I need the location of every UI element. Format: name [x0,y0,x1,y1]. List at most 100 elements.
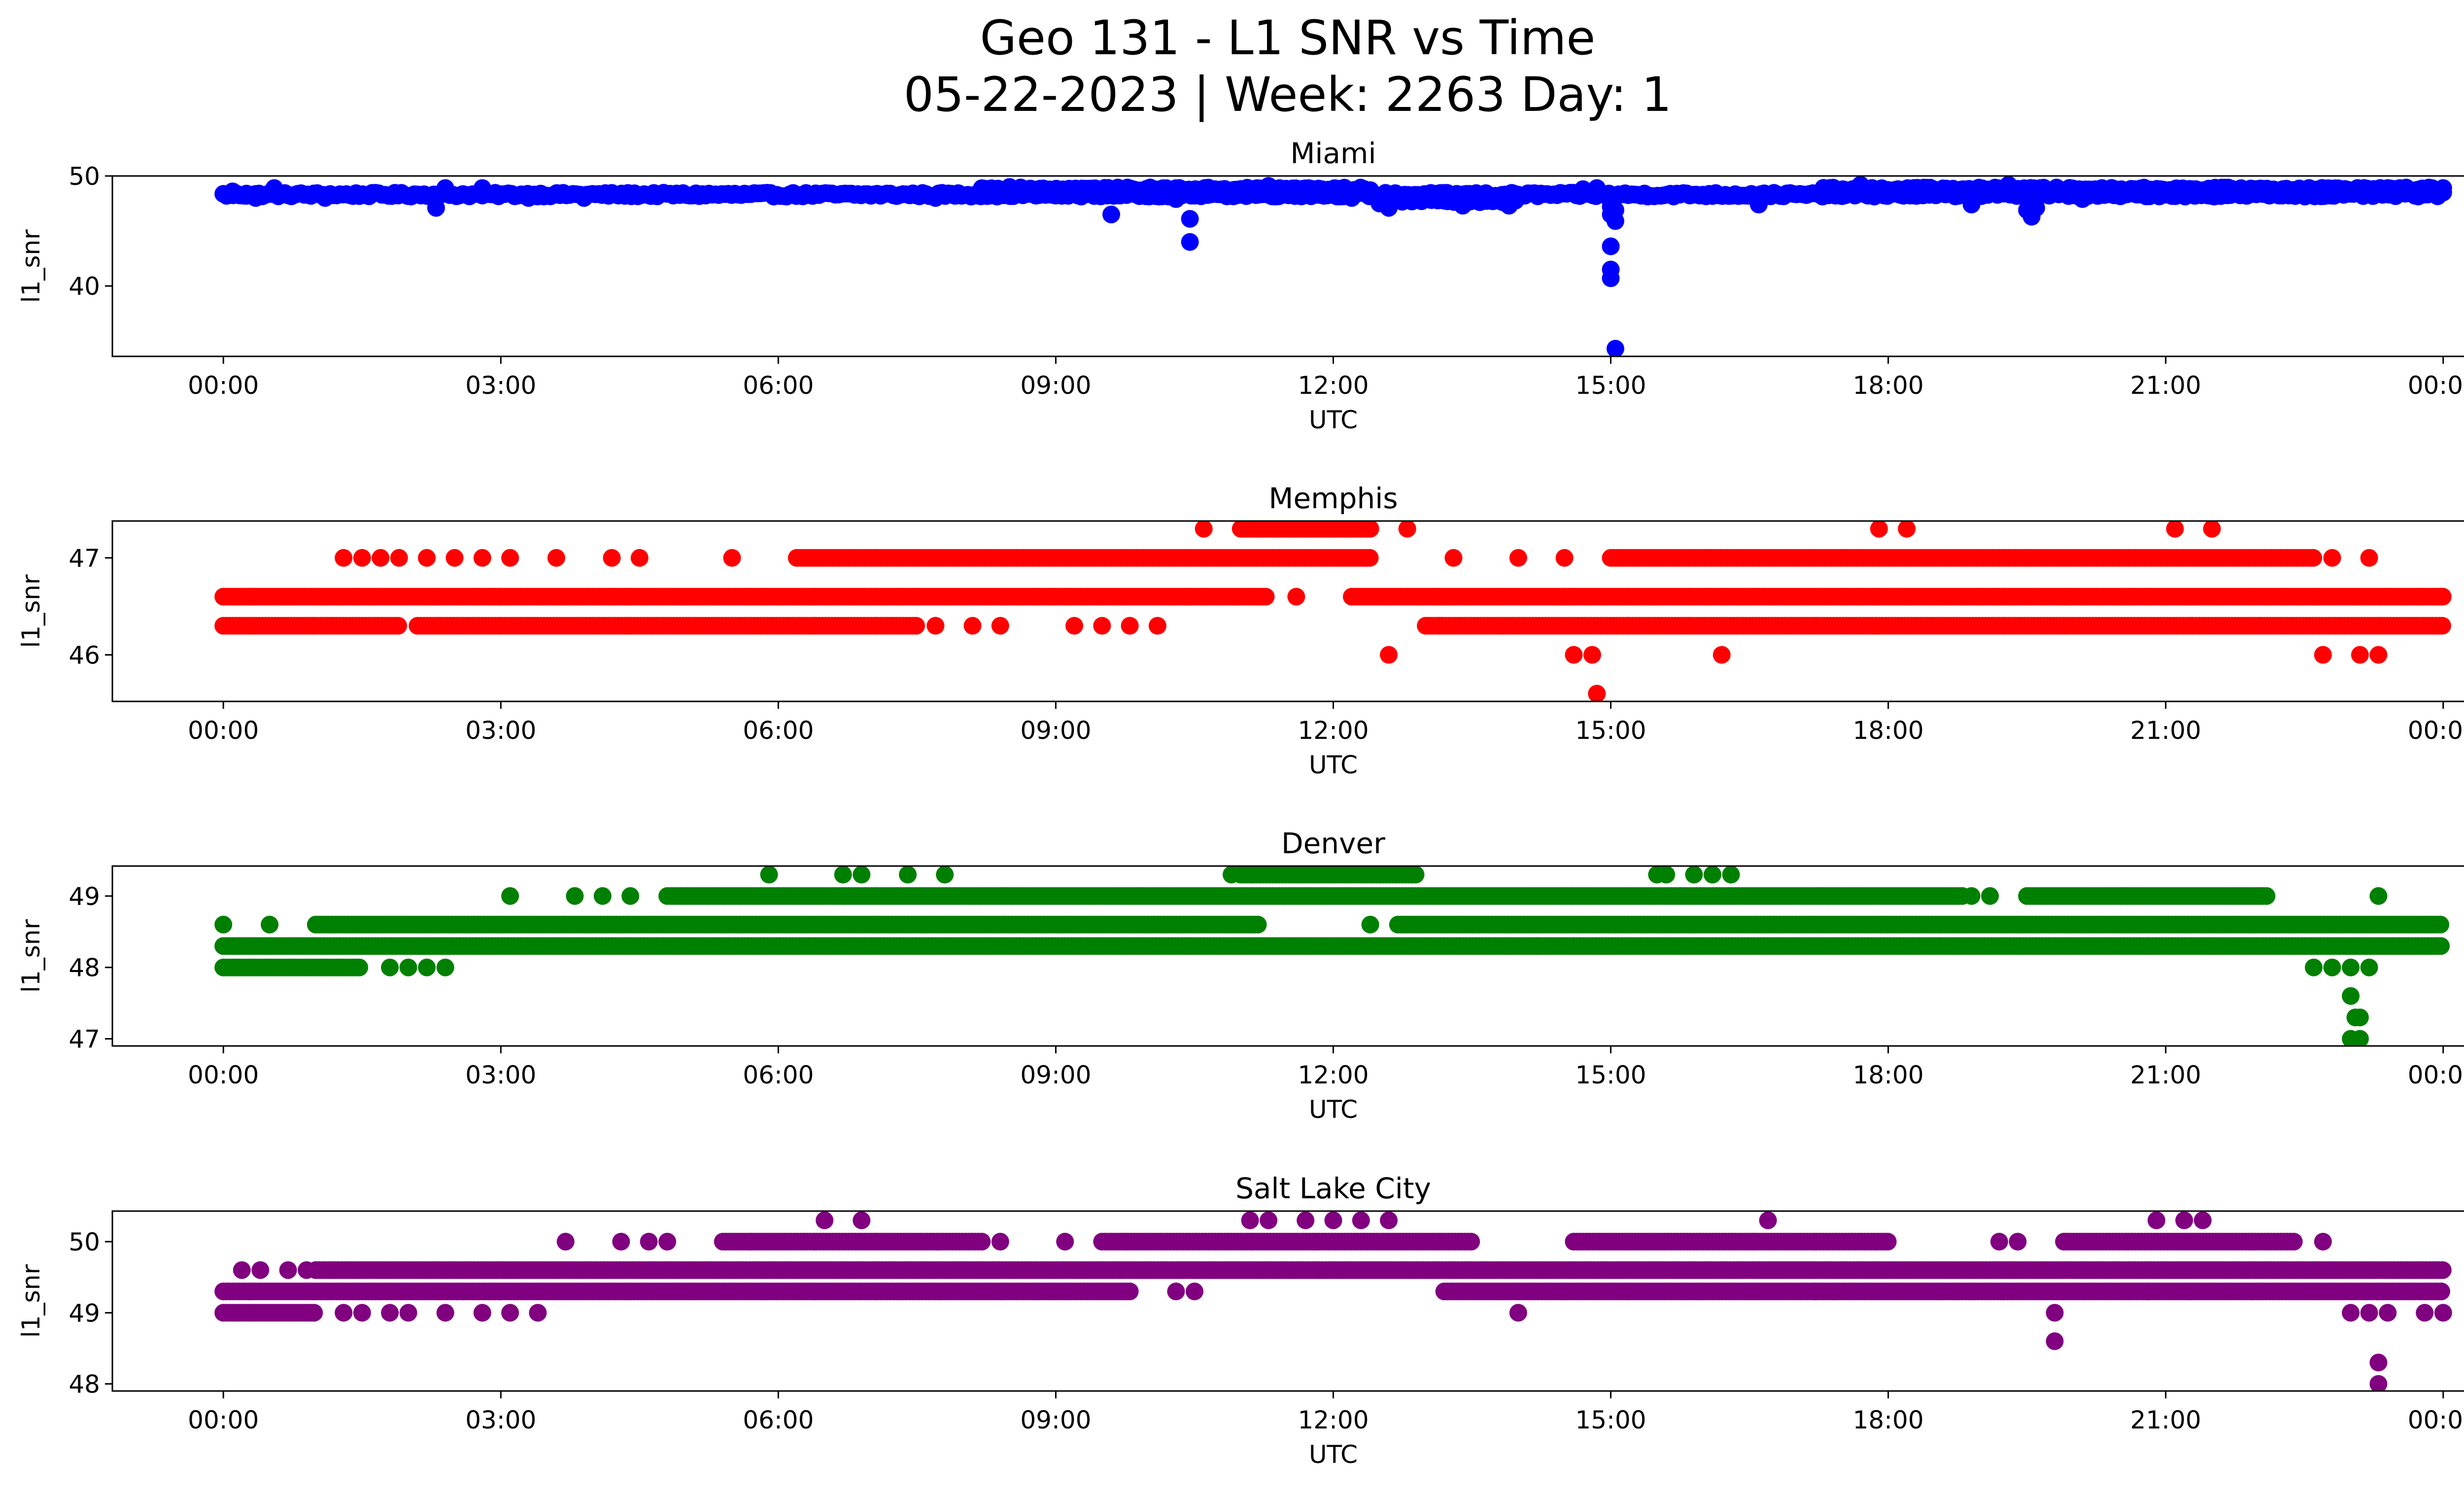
scatter-series [214,521,2452,701]
scatter-point [2018,549,2036,567]
scatter-band-0 [214,937,2450,955]
scatter-point [224,182,241,201]
y-axis-label: l1_snr [17,919,45,993]
scatter-point [723,549,741,567]
scatter-point [1607,340,1624,356]
scatter-band-6 [1232,866,1425,884]
x-tick-label: 06:00 [743,716,814,745]
scatter-point [2304,549,2323,567]
scatter-point [261,915,279,934]
x-tick-label: 09:00 [1020,1061,1091,1089]
subplot-title: Miami [1290,137,1376,170]
scatter-point [1093,617,1111,635]
x-tick-label: 00:00 [2408,1061,2464,1089]
scatter-point [1249,915,1267,934]
subplot-title: Denver [1281,827,1385,860]
x-tick-label: 06:00 [743,371,814,400]
scatter-point [1574,180,1592,198]
y-tick-label: 49 [68,882,100,911]
scatter-point [1102,206,1120,224]
scatter-point [2369,646,2388,664]
scatter-band-4 [2018,887,2276,905]
scatter-point [1592,937,1610,955]
scatter-point [1380,199,1398,217]
scatter-point [1065,617,1083,635]
scatter-band-6 [1602,549,2323,567]
scatter-point [1565,646,1583,664]
scatter-point [2323,549,2341,567]
scatter-series [214,176,2452,356]
scatter-band-2 [1814,178,2451,200]
scatter-point [2351,1030,2369,1046]
scatter-point [1287,588,1305,606]
scatter-point [2360,958,2378,976]
scatter-point [1361,549,1379,567]
scatter-point [963,617,982,635]
scatter-point [501,549,519,567]
subplot-title: Memphis [1268,482,1398,515]
scatter-point [1657,866,1676,884]
scatter-point [519,189,538,207]
scatter-point [1851,176,1870,194]
scatter-point [265,179,283,197]
scatter-band-5 [787,549,1379,567]
scatter-point [2258,887,2276,905]
scatter-point [2432,937,2450,955]
scatter-point [907,617,925,635]
scatter-point [2434,183,2452,202]
scatter-point [1181,210,1199,228]
scatter-point [1121,617,1139,635]
x-tick-label: 15:00 [1575,371,1646,400]
x-tick-label: 09:00 [1020,716,1091,745]
x-tick-label: 12:00 [1298,716,1369,745]
x-tick-label: 15:00 [1575,1061,1646,1089]
scatter-band-1 [1343,588,2452,606]
scatter-band-4 [1417,617,2451,635]
scatter-point [473,179,491,197]
figure-title-line2: 05-22-2023 | Week: 2263 Day: 1 [904,67,1672,123]
scatter-point [926,617,945,635]
scatter-point [1000,178,1019,196]
scatter-band-2 [1389,915,2450,934]
subplot-panels: 00:00 03:00 06:00 09:00 12:00 15:00 18:00 21:00… [17,137,2464,1469]
x-tick-label: 03:00 [465,1061,536,1089]
scatter-point [427,199,445,217]
scatter-point [1500,197,1518,215]
scatter-band-3 [658,887,1971,905]
x-tick-label: 18:00 [1853,371,1924,400]
scatter-point [436,179,454,197]
scatter-point [760,866,778,884]
scatter-point [853,866,871,884]
scatter-point [1454,197,1472,215]
scatter-point [1704,866,1721,884]
scatter-point [2203,521,2221,538]
scatter-point [1444,549,1463,567]
scatter-point [2433,617,2451,635]
scatter-point [1722,866,1740,884]
y-tick-label: 50 [68,162,100,191]
scatter-point [1148,617,1166,635]
scatter-point [1588,685,1606,701]
x-tick-label: 03:00 [465,716,536,745]
scatter-band-1 [973,178,1379,200]
y-axis-label: l1_snr [17,574,45,648]
scatter-band-7 [1232,521,1379,538]
scatter-point [547,549,565,567]
scatter-point [1181,233,1199,251]
scatter-point [473,549,491,567]
scatter-point [2342,958,2360,976]
scatter-point [621,887,640,905]
scatter-point [390,549,408,567]
x-tick-label: 00:00 [2408,371,2464,400]
scatter-point [1602,269,1620,287]
scatter-point [501,887,519,905]
scatter-point [1223,866,1240,884]
scatter-series [214,866,2450,1046]
scatter-point [926,189,945,207]
scatter-point [399,958,417,976]
x-tick-label: 21:00 [2130,716,2201,745]
scatter-point [316,189,334,207]
figure-title-line1: Geo 131 - L1 SNR vs Time [980,10,1596,66]
scatter-point [1607,212,1624,230]
